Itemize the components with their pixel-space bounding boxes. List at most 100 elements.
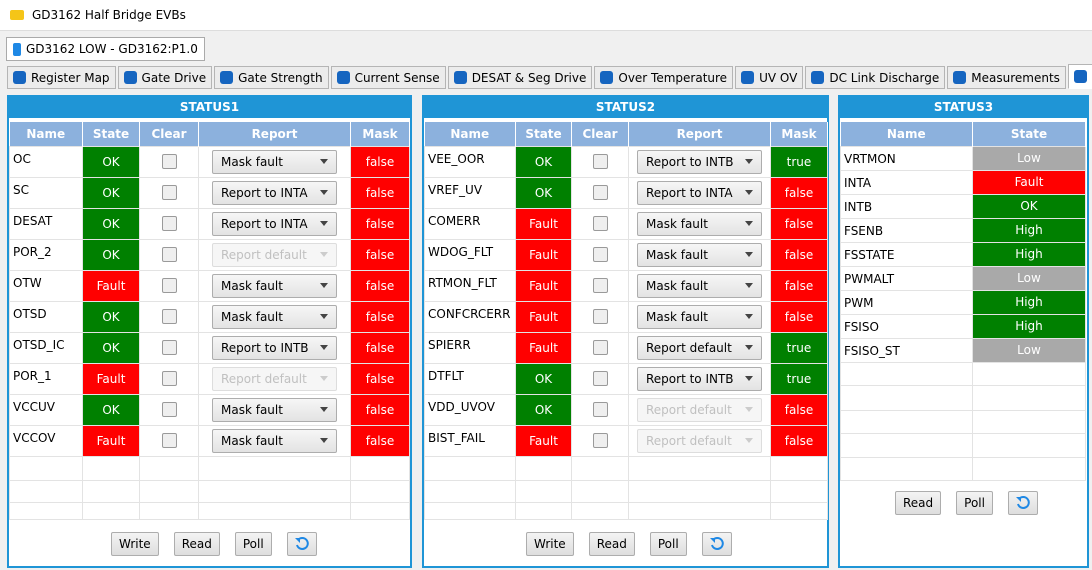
name-cell: VCCOV xyxy=(9,424,83,457)
report-value: Mask fault xyxy=(646,216,708,231)
clear-checkbox[interactable] xyxy=(161,185,177,200)
report-value: Mask fault xyxy=(221,154,283,169)
column-header: State xyxy=(82,122,140,146)
empty-cell xyxy=(139,455,199,481)
name-cell: FSISO xyxy=(840,313,973,339)
empty-row xyxy=(840,432,1086,458)
empty-cell xyxy=(139,479,199,503)
mask-cell: false xyxy=(770,424,828,457)
clear-checkbox[interactable] xyxy=(592,309,608,324)
empty-cell xyxy=(198,501,351,520)
app-logo xyxy=(10,10,24,20)
name-cell: PWMALT xyxy=(840,265,973,291)
state-cell: High xyxy=(972,241,1086,267)
button[interactable]: Poll xyxy=(956,491,993,515)
tab[interactable]: Status xyxy=(1067,64,1092,89)
button[interactable]: Write xyxy=(111,532,159,556)
clear-checkbox[interactable] xyxy=(161,278,177,293)
clear-cell xyxy=(571,331,629,364)
report-value: Report to INTB xyxy=(646,371,734,386)
clear-checkbox[interactable] xyxy=(592,154,608,169)
report-dropdown[interactable]: Report to INTB xyxy=(637,149,762,174)
report-dropdown[interactable]: Mask fault xyxy=(212,273,337,298)
tab-icon xyxy=(220,71,234,84)
report-dropdown[interactable]: Mask fault xyxy=(637,304,762,329)
button[interactable]: Read xyxy=(173,532,220,556)
status-panel: STATUS2 Name State Clear Report Mask VEE_OOR OK… xyxy=(422,95,829,568)
tab[interactable]: Register Map xyxy=(7,66,116,89)
clear-cell xyxy=(139,362,199,395)
tab[interactable]: Gate Drive xyxy=(117,66,213,89)
refresh-button[interactable] xyxy=(1007,491,1038,515)
report-dropdown[interactable]: Report to INTA xyxy=(637,180,762,205)
tab[interactable]: UV OV xyxy=(735,66,804,89)
clear-checkbox[interactable] xyxy=(161,433,177,448)
empty-row xyxy=(424,501,828,520)
clear-checkbox[interactable] xyxy=(161,309,177,324)
tab-label: DC Link Discharge xyxy=(829,70,940,85)
status-row: VDD_UVOV OK Report default false xyxy=(424,393,828,426)
report-cell: Report to INTB xyxy=(628,362,771,395)
report-dropdown[interactable]: Mask fault xyxy=(637,273,762,298)
refresh-button[interactable] xyxy=(286,532,317,556)
clear-checkbox[interactable] xyxy=(161,216,177,231)
report-dropdown[interactable]: Mask fault xyxy=(212,304,337,329)
mask-cell: false xyxy=(350,145,410,178)
report-dropdown[interactable]: Report to INTA xyxy=(212,211,337,236)
tab[interactable]: DC Link Discharge xyxy=(805,66,946,89)
report-dropdown[interactable]: Report to INTB xyxy=(212,335,337,360)
button[interactable]: Read xyxy=(895,491,942,515)
clear-checkbox[interactable] xyxy=(592,247,608,262)
report-dropdown[interactable]: Mask fault xyxy=(212,149,337,174)
header-row: Name State Clear Report Mask xyxy=(424,122,828,146)
report-value: Mask fault xyxy=(646,309,708,324)
tab[interactable]: Measurements xyxy=(947,66,1066,89)
clear-checkbox[interactable] xyxy=(161,371,177,386)
button[interactable]: Write xyxy=(526,532,574,556)
report-value: Mask fault xyxy=(221,309,283,324)
clear-checkbox[interactable] xyxy=(592,185,608,200)
report-dropdown[interactable]: Report default xyxy=(637,335,762,360)
state-cell: OK xyxy=(82,393,140,426)
button[interactable]: Poll xyxy=(649,532,687,556)
empty-cell xyxy=(82,501,140,520)
report-dropdown[interactable]: Report to INTB xyxy=(637,366,762,391)
button[interactable]: Poll xyxy=(234,532,272,556)
clear-checkbox[interactable] xyxy=(592,402,608,417)
report-dropdown[interactable]: Mask fault xyxy=(637,211,762,236)
tab[interactable]: DESAT & Seg Drive xyxy=(447,66,593,89)
clear-checkbox[interactable] xyxy=(592,371,608,386)
report-dropdown[interactable]: Mask fault xyxy=(637,242,762,267)
tab-label: UV OV xyxy=(759,70,798,85)
mask-cell: false xyxy=(350,424,410,457)
clear-checkbox[interactable] xyxy=(592,278,608,293)
device-tab[interactable]: GD3162 LOW - GD3162:P1.0 xyxy=(6,37,205,61)
empty-cell xyxy=(972,432,1086,458)
tab[interactable]: Gate Strength xyxy=(214,66,329,89)
clear-checkbox[interactable] xyxy=(161,247,177,262)
clear-checkbox[interactable] xyxy=(161,154,177,169)
name-cell: BIST_FAIL xyxy=(424,424,516,457)
clear-checkbox[interactable] xyxy=(592,433,608,448)
clear-checkbox[interactable] xyxy=(592,216,608,231)
status-row: POR_2 OK Report default false xyxy=(9,238,410,271)
report-dropdown[interactable]: Mask fault xyxy=(212,397,337,422)
name-cell: VCCUV xyxy=(9,393,83,426)
name-cell: OTSD_IC xyxy=(9,331,83,364)
dropdown-arrow xyxy=(320,407,328,412)
clear-cell xyxy=(139,393,199,426)
name-cell: RTMON_FLT xyxy=(424,269,516,302)
report-dropdown[interactable]: Mask fault xyxy=(212,428,337,453)
status-row: WDOG_FLT Fault Mask fault false xyxy=(424,238,828,271)
clear-checkbox[interactable] xyxy=(161,340,177,355)
clear-checkbox[interactable] xyxy=(592,340,608,355)
report-dropdown[interactable]: Report to INTA xyxy=(212,180,337,205)
empty-cell xyxy=(840,384,973,411)
tab[interactable]: Current Sense xyxy=(330,66,446,89)
empty-cell xyxy=(350,479,410,503)
refresh-button[interactable] xyxy=(701,532,732,556)
tab[interactable]: Over Temperature xyxy=(594,66,734,89)
clear-checkbox[interactable] xyxy=(161,402,177,417)
button[interactable]: Read xyxy=(588,532,635,556)
mask-cell: false xyxy=(350,393,410,426)
